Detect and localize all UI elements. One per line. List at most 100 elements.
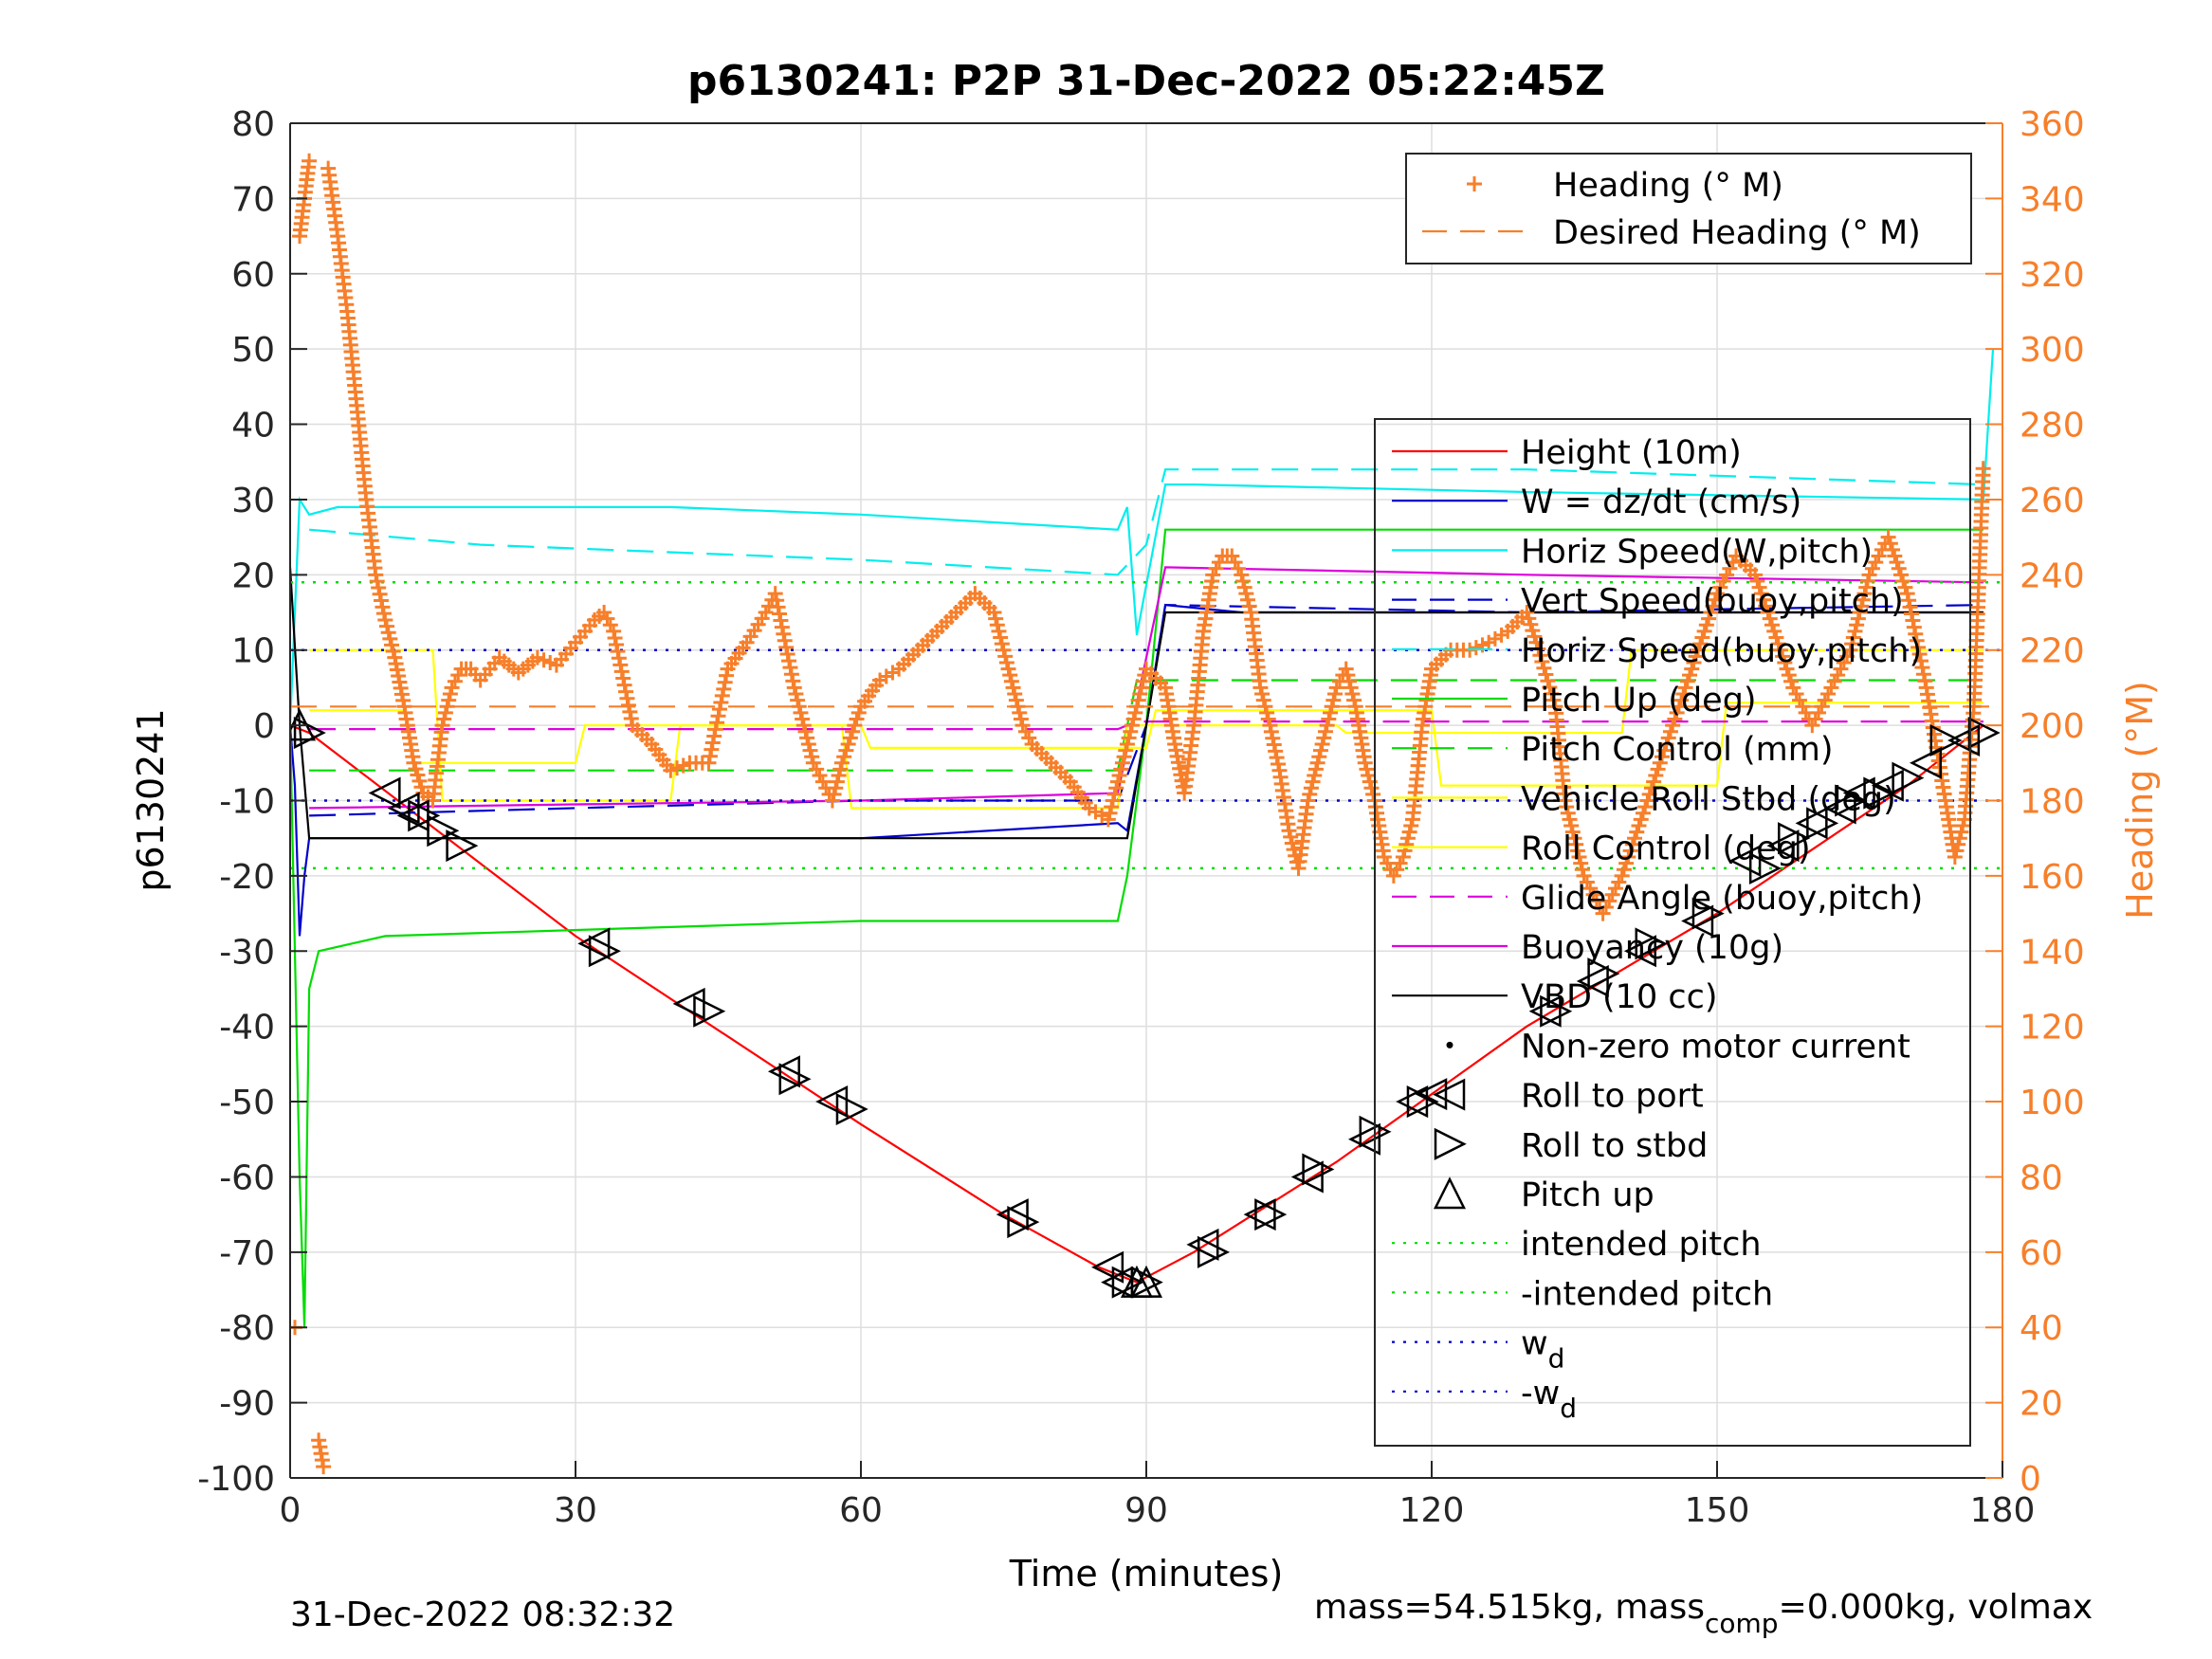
legend-main-label: Glide Angle (buoy,pitch) (1521, 880, 1923, 918)
x-tick-label: 0 (280, 1491, 302, 1530)
roll-to-stbd-marker (408, 799, 441, 832)
y-tick-label-right: 180 (2020, 783, 2085, 822)
roll-to-port-marker (1766, 830, 1800, 863)
y-tick-label-left: 20 (231, 556, 275, 595)
legend-main-label-sub: d (1560, 1393, 1577, 1424)
y-tick-label-right: 40 (2020, 1309, 2063, 1348)
y-tick-label-right: 200 (2020, 707, 2085, 746)
legend-main-label-text: -w (1521, 1375, 1560, 1413)
y-tick-label-right: 340 (2020, 180, 2085, 219)
y-tick-label-right: 140 (2020, 933, 2085, 972)
legend-main: Height (10m) W = dz/dt (cm/s) Horiz Speed(… (1374, 418, 1971, 1447)
roll-to-stbd-marker (1929, 723, 1963, 757)
legend-main-label-text: w (1521, 1325, 1548, 1363)
y-tick-label-left: -80 (219, 1309, 275, 1348)
axes: 0 30 60 90 120 150 18080706050403020100-10-20-… (197, 105, 2084, 1530)
heading-marker (316, 1459, 332, 1475)
y-tick-label-left: 50 (231, 331, 275, 370)
pitch-up-marker (1129, 1265, 1163, 1298)
x-tick-label: 180 (1970, 1491, 2036, 1530)
legend-main-label: Pitch Up (deg) (1521, 682, 1757, 720)
legend-main-label-text: W = dz/dt (cm/s) (1521, 483, 1801, 521)
legend-main-label-text: Height (10m) (1521, 434, 1742, 472)
roll-to-port-marker (1795, 807, 1828, 840)
roll-to-port-marker (577, 927, 611, 960)
y-tick-label-left: 0 (253, 707, 275, 746)
roll-to-port-marker (1842, 776, 1875, 810)
heading-marker (302, 153, 318, 169)
y-tick-label-right: 280 (2020, 407, 2085, 446)
y-tick-label-left: -60 (219, 1158, 275, 1197)
roll-to-port-marker (767, 1055, 800, 1088)
roll-to-port-marker (1728, 844, 1762, 878)
y-tick-label-right: 320 (2020, 256, 2085, 295)
roll-to-stbd-marker (1587, 957, 1620, 991)
y-tick-label-left: 10 (231, 632, 275, 671)
roll-to-stbd-marker (1892, 761, 1925, 794)
roll-to-stbd-marker (427, 814, 460, 848)
legend-main-label: Horiz Speed(buoy,pitch) (1521, 632, 1922, 670)
roll-to-port-marker (1290, 1160, 1324, 1194)
x-tick-label: 30 (554, 1491, 597, 1530)
legend-main-label-text: intended pitch (1521, 1226, 1762, 1264)
roll-to-stbd-marker (1748, 851, 1782, 884)
footer-mass-suffix: =0.000kg, volmax (1779, 1588, 2093, 1627)
legend-main-label: Non-zero motor current (1521, 1028, 1910, 1066)
roll-to-stbd-marker (835, 1092, 868, 1126)
y-tick-label-left: 80 (231, 105, 275, 144)
roll-pitch-markers (290, 708, 2001, 1299)
y-tick-label-right: 220 (2020, 632, 2085, 671)
y-tick-label-left: 70 (231, 180, 275, 219)
legend-main-label-text: Vert Speed(buoy,pitch) (1521, 583, 1904, 621)
legend-main-label-text: Pitch up (1521, 1176, 1654, 1214)
roll-to-port-marker (1243, 1198, 1276, 1231)
legend-main-label-text: Glide Angle (buoy,pitch) (1521, 880, 1923, 918)
y-tick-label-right: 240 (2020, 556, 2085, 595)
legend-main-label: W = dz/dt (cm/s) (1521, 483, 1801, 521)
legend-heading: Heading (° M) Desired Heading (° M) (1405, 153, 1972, 264)
roll-to-stbd-marker (1007, 1206, 1040, 1239)
legend-main-label: Roll Control (deg) (1521, 830, 1811, 868)
y-tick-label-right: 300 (2020, 331, 2085, 370)
roll-to-stbd-marker (588, 935, 621, 968)
legend-main-label: Buoyancy (10g) (1521, 929, 1783, 967)
legend-swatch (1467, 176, 1482, 191)
legend-main-label-text: Buoyancy (10g) (1521, 929, 1783, 967)
roll-to-port-marker (996, 1198, 1029, 1231)
roll-to-stbd-marker (1197, 1235, 1231, 1268)
footer-mass-sub: comp (1705, 1608, 1779, 1639)
x-tick-label: 90 (1124, 1491, 1168, 1530)
legend-main-label-text: Pitch Up (deg) (1521, 682, 1757, 720)
roll-to-stbd-marker (1863, 776, 1896, 810)
y-tick-label-right: 20 (2020, 1385, 2063, 1424)
roll-to-port-marker (1415, 1078, 1448, 1111)
roll-to-stbd-marker (1806, 807, 1839, 840)
y-tick-label-left: -20 (219, 858, 275, 897)
series-height-10m (290, 724, 1984, 1284)
series-vert-speed-buoy-pitch (309, 603, 1983, 817)
y-tick-label-right: 0 (2020, 1460, 2041, 1499)
roll-to-stbd-marker (1778, 822, 1811, 855)
series-roll-control-deg (309, 648, 1983, 810)
heading-marker (1975, 461, 1991, 477)
legend-main-label: Roll to stbd (1521, 1127, 1708, 1165)
legend-main-label-text: Horiz Speed(W,pitch) (1521, 533, 1873, 571)
legend-main-label: Pitch Control (mm) (1521, 731, 1833, 769)
roll-to-port-marker (1681, 904, 1714, 938)
y-tick-label-left: -90 (219, 1385, 275, 1424)
legend-heading-label: Desired Heading (° M) (1553, 214, 1921, 252)
roll-to-port-marker (1576, 965, 1609, 998)
legend-main-label: -intended pitch (1521, 1275, 1773, 1313)
y-tick-label-right: 360 (2020, 105, 2085, 144)
y-tick-label-left: 60 (231, 256, 275, 295)
series-horiz-speed-w-pitch (290, 349, 1995, 726)
legend-main-label-text: Roll to port (1521, 1078, 1704, 1116)
roll-to-stbd-marker (693, 994, 726, 1028)
footer-timestamp: 31-Dec-2022 08:32:32 (290, 1595, 675, 1634)
legend-main-label: Vert Speed(buoy,pitch) (1521, 583, 1904, 621)
roll-to-port-marker (1091, 1250, 1124, 1284)
legend-main-label-text: Non-zero motor current (1521, 1028, 1910, 1066)
y-tick-label-left: -10 (219, 783, 275, 822)
legend-main-label-text: Pitch Control (mm) (1521, 731, 1833, 769)
y-tick-label-left: -100 (197, 1460, 275, 1499)
